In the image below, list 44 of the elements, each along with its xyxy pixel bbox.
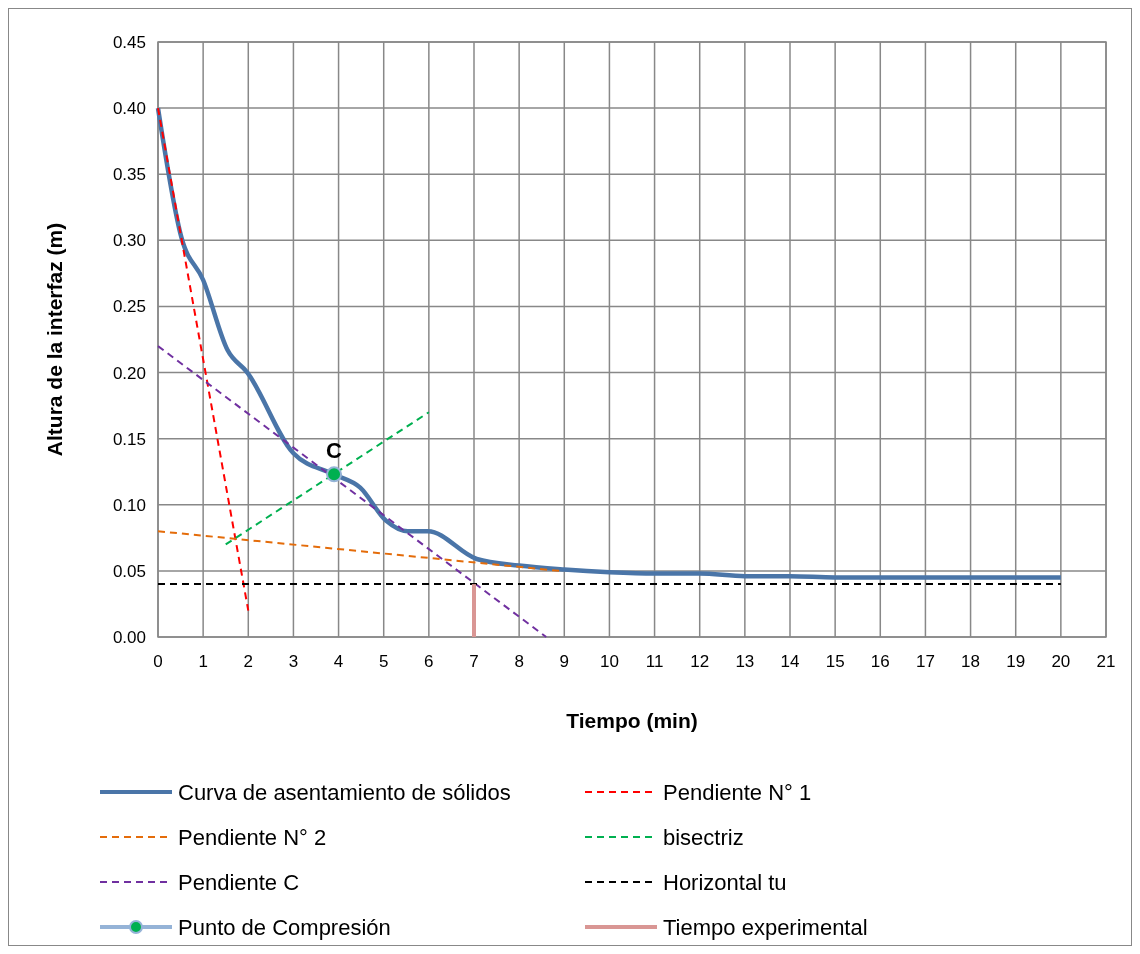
x-tick-label: 12 <box>690 652 710 671</box>
annotation: C <box>326 438 343 464</box>
x-tick-label: 13 <box>735 652 755 671</box>
x-tick-label: 15 <box>825 652 845 671</box>
legend-label: bisectriz <box>663 825 744 850</box>
x-tick-label: 7 <box>469 652 479 671</box>
legend-label: Pendiente N° 1 <box>663 780 812 805</box>
x-tick-label: 3 <box>288 652 299 671</box>
x-tick-label: 21 <box>1096 652 1116 671</box>
legend-label: Horizontal tu <box>663 870 787 895</box>
line-series <box>155 105 1064 580</box>
x-tick-label: 8 <box>514 652 524 671</box>
x-tick-label: 14 <box>780 652 800 671</box>
legend-label: Pendiente N° 2 <box>178 825 327 850</box>
x-tick-label: 4 <box>333 652 344 671</box>
x-tick-label: 6 <box>424 652 434 671</box>
x-tick-label: 0 <box>153 652 163 671</box>
x-tick-label: 20 <box>1051 652 1071 671</box>
y-tick-label: 0.20 <box>112 363 146 383</box>
x-tick-label: 1 <box>198 652 208 671</box>
y-tick-label: 0.30 <box>112 231 146 251</box>
x-tick-label: 2 <box>243 652 254 671</box>
x-tick-label: 19 <box>1006 652 1026 671</box>
x-axis-title: Tiempo (min) <box>566 709 698 732</box>
y-tick-label: 0.45 <box>112 33 146 52</box>
x-tick-label: 18 <box>961 652 981 671</box>
x-tick-label: 16 <box>870 652 890 671</box>
legend-label: Tiempo experimental <box>663 915 868 940</box>
y-tick-label: 0.00 <box>112 628 146 647</box>
x-tick-label: 11 <box>645 652 664 671</box>
legend-label: Curva de asentamiento de sólidos <box>178 780 511 805</box>
y-tick-label: 0.15 <box>112 429 146 449</box>
legend-label: Punto de Compresión <box>178 915 391 940</box>
legend-label: Pendiente C <box>178 870 300 895</box>
x-tick-label: 10 <box>599 652 619 671</box>
y-tick-label: 0.25 <box>112 297 146 317</box>
y-tick-label: 0.05 <box>112 561 146 581</box>
x-tick-label: 9 <box>559 652 570 671</box>
y-tick-label: 0.10 <box>112 495 146 515</box>
y-axis-title: Altura de la interfaz (m) <box>43 222 66 457</box>
x-tick-label: 17 <box>915 652 935 671</box>
y-tick-label: 0.40 <box>112 99 146 119</box>
x-tick-label: 5 <box>378 652 389 671</box>
y-tick-label: 0.35 <box>112 165 146 185</box>
